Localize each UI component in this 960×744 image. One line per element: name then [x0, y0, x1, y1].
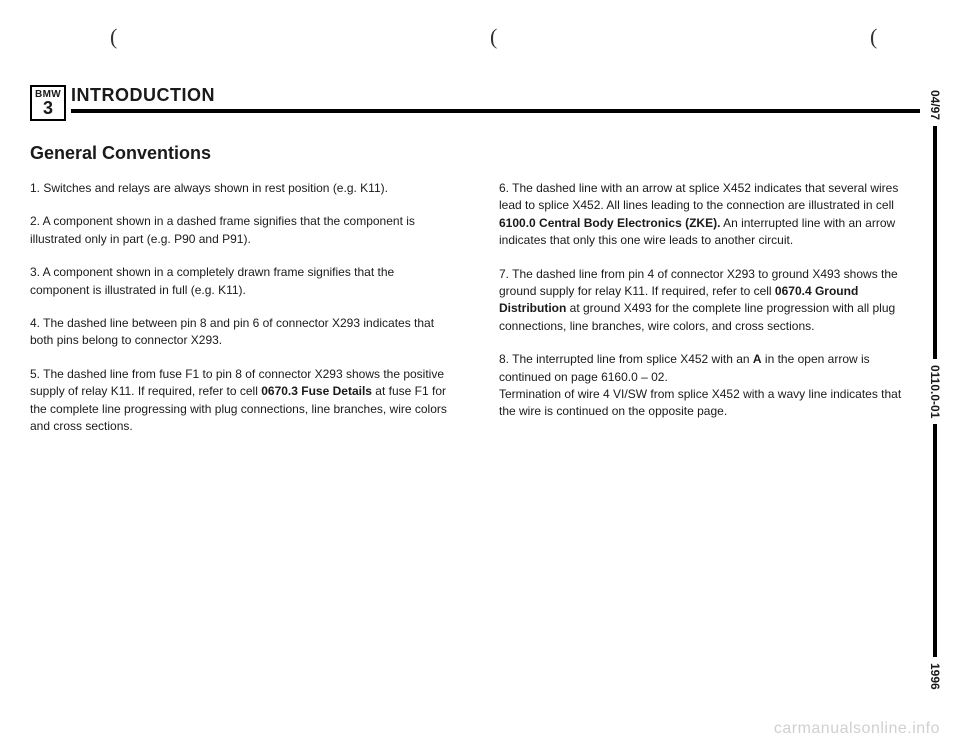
- para-8: 8. The interrupted line from splice X452…: [499, 351, 920, 421]
- rail-line-1: [933, 126, 937, 359]
- page-content: BMW 3 INTRODUCTION General Conventions 1…: [30, 85, 920, 451]
- para-8b: A: [753, 352, 762, 366]
- para-6b: 6100.0 Central Body Electronics (ZKE).: [499, 216, 720, 230]
- para-6: 6. The dashed line with an arrow at spli…: [499, 180, 920, 250]
- body-columns: 1. Switches and relays are always shown …: [30, 180, 920, 451]
- side-rail: 04/97 0110.0-01 1996: [922, 90, 948, 690]
- section-heading: General Conventions: [30, 143, 920, 164]
- watermark: carmanualsonline.info: [774, 720, 940, 738]
- badge-bottom: 3: [43, 99, 53, 117]
- header-row: BMW 3 INTRODUCTION: [30, 85, 920, 121]
- right-column: 6. The dashed line with an arrow at spli…: [499, 180, 920, 451]
- para-2: 2. A component shown in a dashed frame s…: [30, 213, 451, 248]
- rail-top: 04/97: [928, 90, 942, 120]
- para-3: 3. A component shown in a completely dra…: [30, 264, 451, 299]
- rail-line-2: [933, 424, 937, 657]
- para-5: 5. The dashed line from fuse F1 to pin 8…: [30, 366, 451, 436]
- para-4: 4. The dashed line between pin 8 and pin…: [30, 315, 451, 350]
- rail-mid: 0110.0-01: [928, 365, 942, 418]
- bmw-badge: BMW 3: [30, 85, 66, 121]
- mark-mid: (: [490, 24, 497, 50]
- para-5b: 0670.3 Fuse Details: [261, 384, 372, 398]
- title-block: INTRODUCTION: [71, 85, 920, 113]
- title-rule: [71, 109, 920, 113]
- mark-right: (: [870, 24, 877, 50]
- para-1: 1. Switches and relays are always shown …: [30, 180, 451, 197]
- left-column: 1. Switches and relays are always shown …: [30, 180, 451, 451]
- para-6a: 6. The dashed line with an arrow at spli…: [499, 181, 898, 212]
- para-7: 7. The dashed line from pin 4 of connect…: [499, 266, 920, 336]
- para-8a: 8. The interrupted line from splice X452…: [499, 352, 753, 366]
- rail-bottom: 1996: [928, 663, 942, 690]
- mark-left: (: [110, 24, 117, 50]
- para-8d: Termination of wire 4 VI/SW from splice …: [499, 387, 901, 418]
- page-title: INTRODUCTION: [71, 85, 920, 109]
